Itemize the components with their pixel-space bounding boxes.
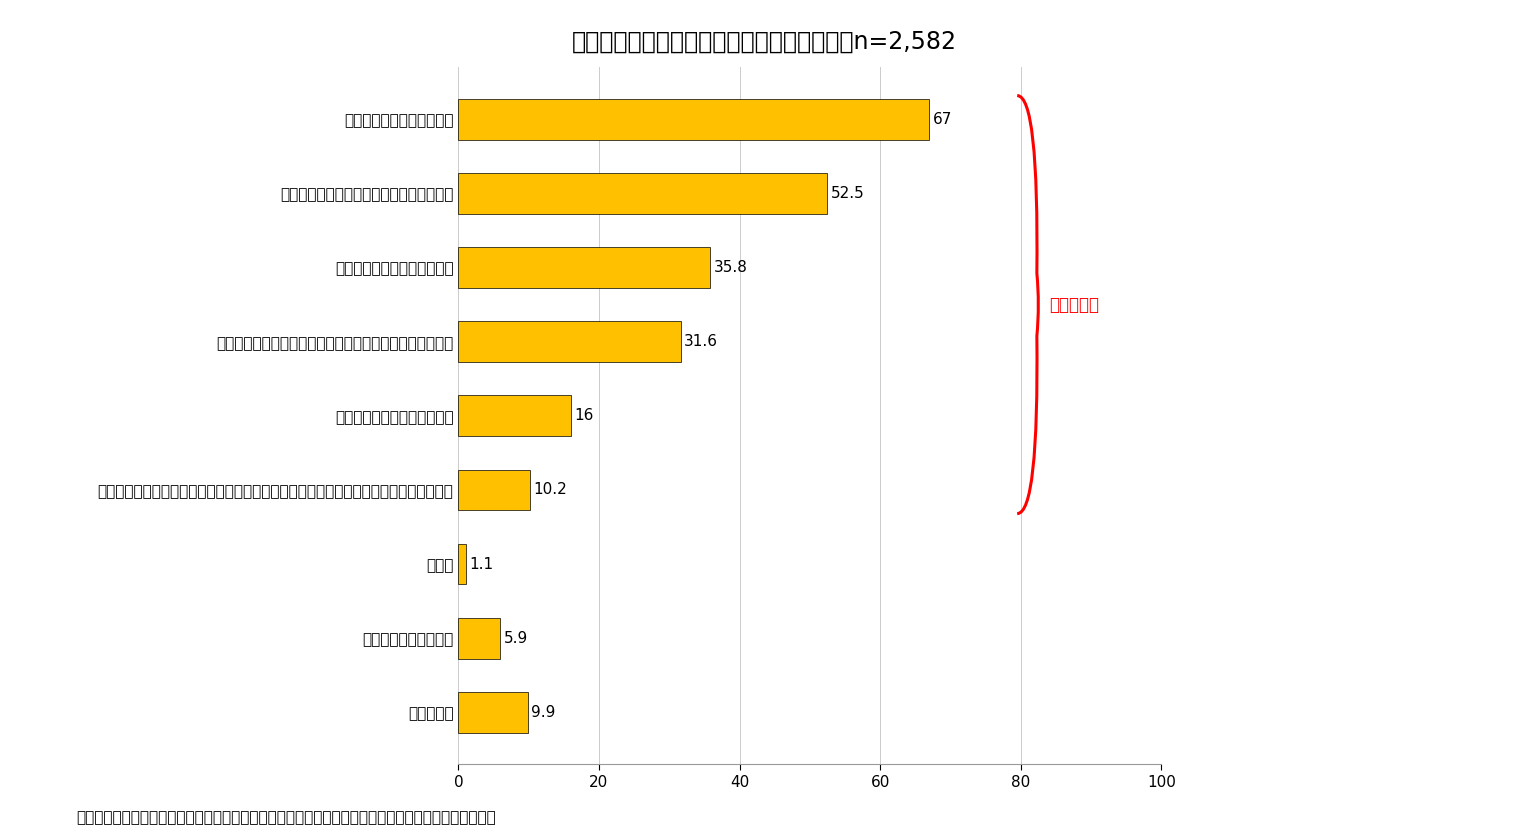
Text: 5.9: 5.9 [503,631,527,646]
Bar [458,99,929,139]
Text: 10.2: 10.2 [533,482,567,497]
Bar [458,617,500,659]
Text: 9.9: 9.9 [532,705,556,720]
Bar [458,321,680,362]
Text: 図表１　家庭での節電への取組（複数回答）n=2,582: 図表１ 家庭での節電への取組（複数回答）n=2,582 [571,29,957,54]
Text: 1.1: 1.1 [469,557,494,571]
Bar [458,396,571,436]
Text: 16: 16 [575,408,594,423]
Text: （資料）ニッセイ基礎研究所「第１１回　新型コロナによる暮らしの変化に関する調査」より筆者作成: （資料）ニッセイ基礎研究所「第１１回 新型コロナによる暮らしの変化に関する調査」… [76,810,497,825]
Text: 取組を実施: 取組を実施 [1050,296,1100,313]
Text: 31.6: 31.6 [685,334,718,349]
Text: 52.5: 52.5 [831,186,865,201]
Bar [458,470,530,511]
Bar [458,173,828,214]
Bar [458,247,711,288]
Text: 35.8: 35.8 [714,260,747,275]
Bar [458,692,529,732]
Bar [458,543,466,585]
Text: 67: 67 [932,112,952,127]
